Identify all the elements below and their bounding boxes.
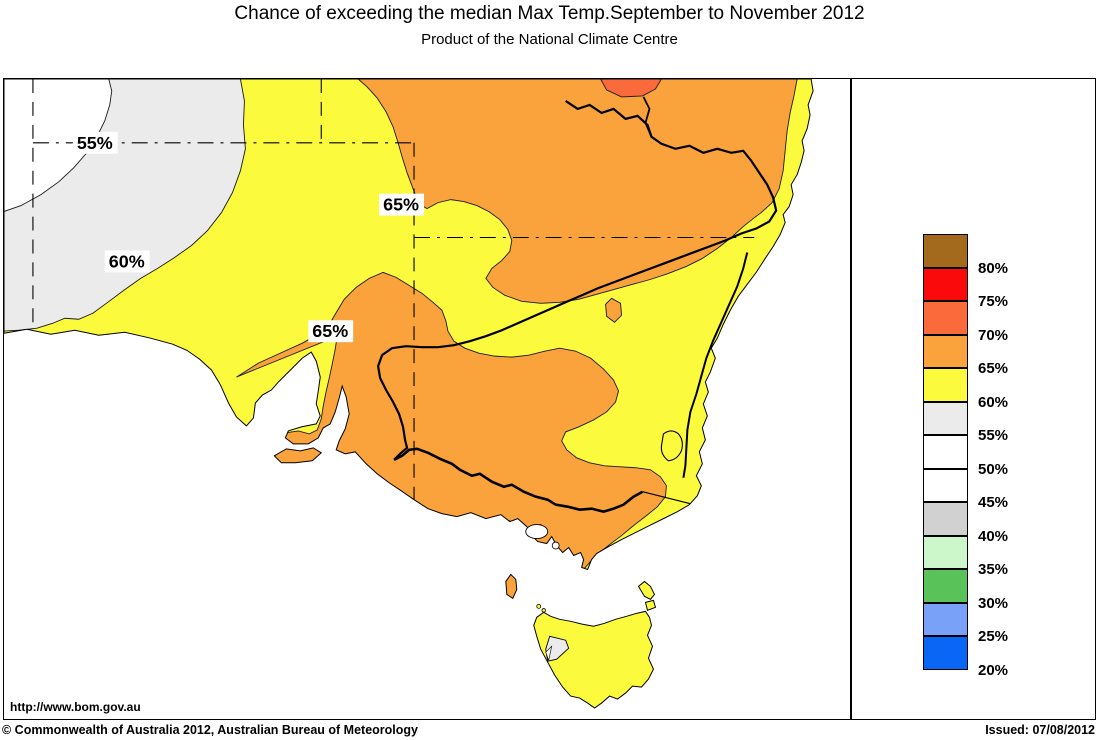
legend-swatch (923, 569, 968, 603)
legend-label: 25% (978, 628, 1009, 645)
legend-swatch (923, 468, 968, 502)
river-branch (642, 96, 653, 138)
hunter-island (536, 603, 542, 609)
legend-label: 40% (978, 527, 1009, 545)
legend-label: 70% (978, 326, 1009, 344)
region-white-50-55 (4, 79, 113, 214)
legend-label: 50% (978, 460, 1009, 478)
legend-swatch (923, 401, 968, 435)
legend-label: 35% (978, 561, 1009, 578)
legend-swatch (923, 234, 968, 268)
contour-label-north: 65% (379, 193, 425, 216)
region-orange-blob-small (605, 297, 623, 323)
legend-swatch (923, 368, 968, 402)
map-panel: 55% 65% 60% 65% http://www.bom.gov.au (3, 78, 851, 720)
copyright-text: © Commonwealth of Australia 2012, Austra… (2, 723, 418, 737)
flinders-island (637, 580, 656, 600)
border-nsw-vic-straight (642, 491, 691, 505)
legend-label: 30% (978, 594, 1009, 612)
tasmania (533, 610, 655, 709)
contour-label-nw: 55% (72, 131, 118, 154)
svg-text:55%: 55% (77, 133, 113, 153)
map-svg: 55% 65% 60% 65% (4, 79, 814, 709)
legend-swatches: 80% 75% 70% 65% 60% 55% 50% 45% 40% 35% 30% 25% 20% (852, 79, 1095, 719)
legend-swatch (923, 602, 968, 636)
issued-date: Issued: 07/08/2012 (985, 723, 1095, 737)
page-subtitle: Product of the National Climate Centre (421, 31, 678, 48)
kangaroo-island (273, 447, 323, 464)
legend-swatch (923, 502, 968, 536)
king-island (505, 573, 518, 600)
flinders-island-south (644, 599, 657, 612)
westernport-bay (551, 541, 560, 550)
legend-panel: 80% 75% 70% 65% 60% 55% 50% 45% 40% 35% 30% 25% 20% (851, 78, 1096, 720)
contour-label-south: 65% (308, 320, 354, 343)
tasmania-gray-patch (545, 635, 570, 662)
darling-river (376, 100, 778, 461)
legend-swatch (923, 267, 968, 301)
svg-text:65%: 65% (383, 195, 419, 215)
tasmania-white-sliver (545, 645, 553, 662)
legend-label: 55% (978, 427, 1009, 444)
svg-text:60%: 60% (109, 251, 145, 271)
legend-swatch (923, 301, 968, 335)
coastal-river (682, 252, 749, 478)
legend-label: 75% (978, 293, 1009, 310)
map-source-url: http://www.bom.gov.au (10, 700, 141, 714)
legend-swatch (923, 636, 968, 670)
legend-swatch (923, 535, 968, 569)
contour-label-west: 60% (104, 250, 150, 273)
legend-label: 80% (978, 259, 1009, 277)
legend-label: 20% (978, 661, 1009, 679)
legend-label: 60% (978, 393, 1009, 411)
legend-label: 65% (978, 360, 1009, 377)
murray-river (393, 447, 644, 513)
page-title: Chance of exceeding the median Max Temp.… (234, 3, 865, 24)
hunter-island-2 (541, 608, 546, 613)
legend-swatch (923, 334, 968, 368)
legend-swatch (923, 435, 968, 469)
port-phillip-bay (525, 524, 549, 540)
svg-text:65%: 65% (312, 321, 348, 341)
legend-label: 45% (978, 494, 1009, 511)
region-red-blob (599, 79, 663, 98)
act-outline (660, 430, 683, 462)
